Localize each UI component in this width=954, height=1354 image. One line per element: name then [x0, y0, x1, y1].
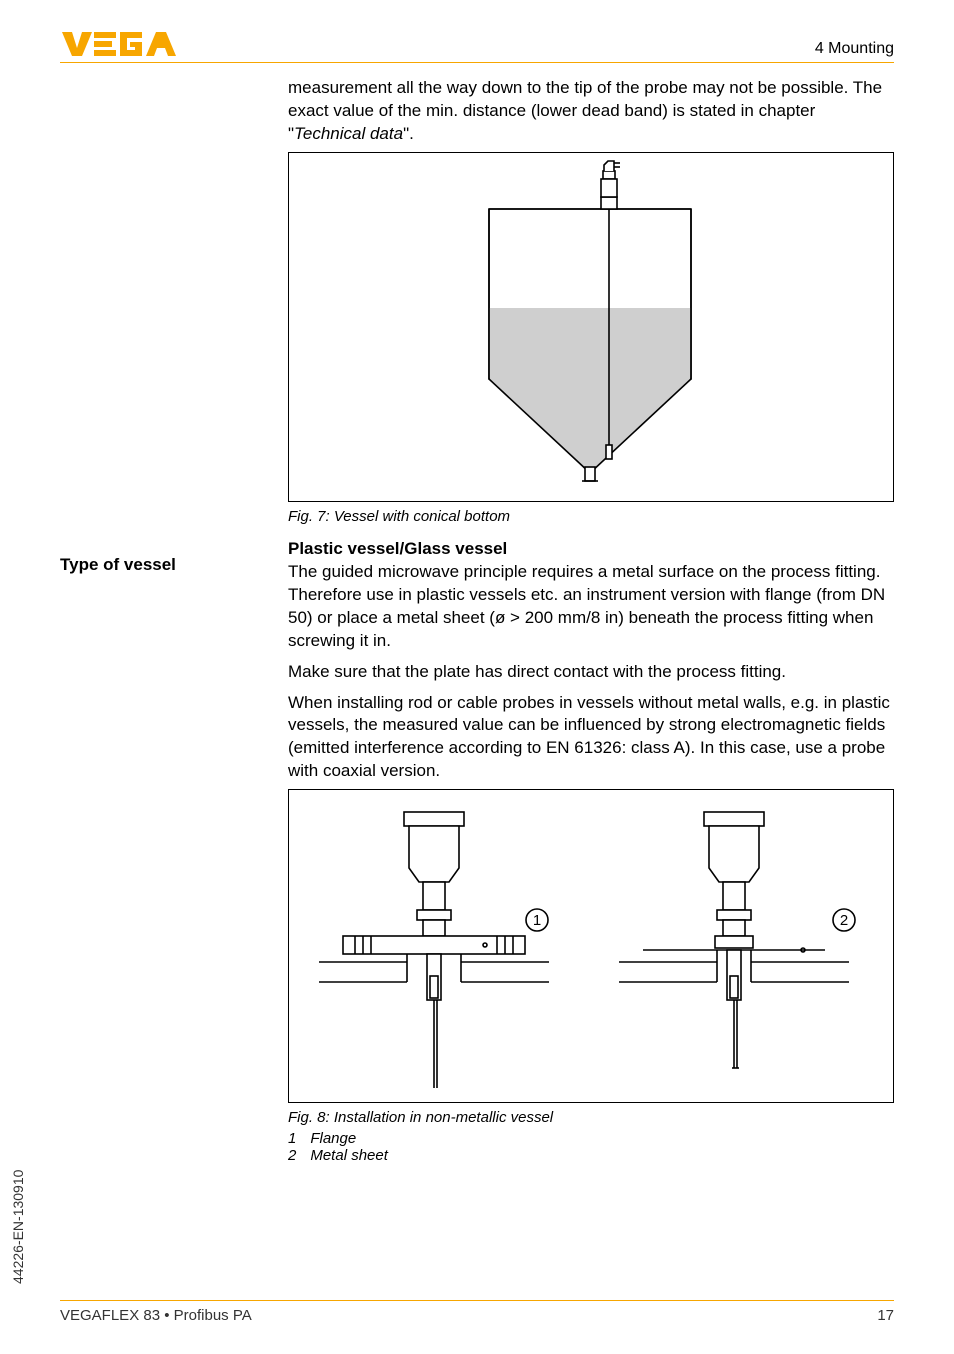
footer-page-number: 17 — [877, 1307, 894, 1324]
callout-1-text: 1 — [533, 912, 541, 929]
plastic-vessel-heading: Plastic vessel/Glass vessel — [288, 539, 894, 559]
document-id: 44226-EN-130910 — [10, 1170, 26, 1284]
section-title: 4 Mounting — [815, 40, 894, 58]
figure-7-box — [288, 152, 894, 502]
figure-8-box: 1 — [288, 789, 894, 1103]
legend-1-label: Flange — [310, 1130, 356, 1147]
vega-logo — [60, 28, 180, 58]
callout-2-text: 2 — [840, 912, 848, 929]
footer-left: VEGAFLEX 83 • Profibus PA — [60, 1307, 252, 1324]
legend-1-num: 1 — [288, 1130, 296, 1147]
figure-7-caption: Fig. 7: Vessel with conical bottom — [288, 508, 894, 525]
figure-8-svg: 1 — [289, 790, 891, 1102]
figure-7-svg — [289, 153, 891, 501]
intro-paragraph: measurement all the way down to the tip … — [288, 77, 894, 146]
page-footer: VEGAFLEX 83 • Profibus PA 17 — [60, 1300, 894, 1324]
page-header: 4 Mounting — [60, 28, 894, 63]
sidebar-type-of-vessel: Type of vessel — [60, 555, 270, 575]
plastic-para-2: Make sure that the plate has direct cont… — [288, 661, 894, 684]
figure-8-legend-1: 1 Flange — [288, 1130, 894, 1147]
intro-end: ". — [403, 124, 414, 143]
figure-8-caption: Fig. 8: Installation in non-metallic ves… — [288, 1109, 894, 1126]
legend-2-num: 2 — [288, 1147, 296, 1164]
plastic-para-1: The guided microwave principle requires … — [288, 561, 894, 653]
legend-2-label: Metal sheet — [310, 1147, 388, 1164]
plastic-para-3: When installing rod or cable probes in v… — [288, 692, 894, 784]
figure-8-legend-2: 2 Metal sheet — [288, 1147, 894, 1164]
intro-italic: Technical data — [294, 124, 403, 143]
